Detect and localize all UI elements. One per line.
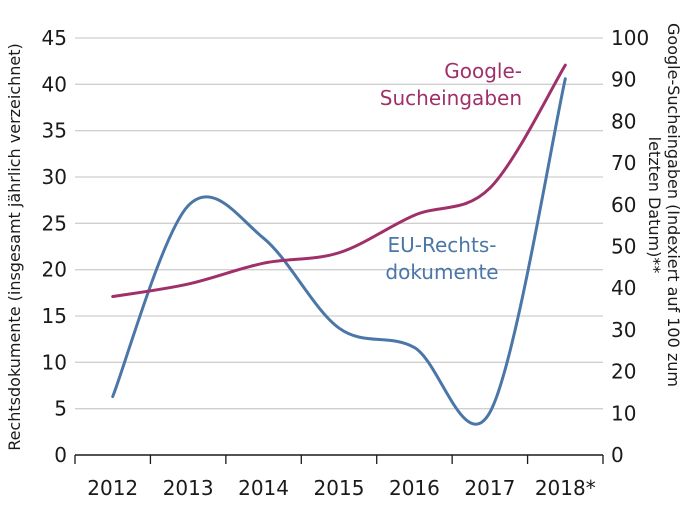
y-right-tick-label: 60 [611,193,636,217]
series-label-google: Google-Sucheingaben [380,59,522,110]
x-tick-label: 2014 [238,476,289,500]
x-tick-label: 2012 [87,476,138,500]
series-labels: EU-Rechts-dokumente Google-Sucheingaben [380,59,522,284]
y-left-tick-label: 45 [42,26,67,50]
y-left-tick-label: 15 [42,304,67,328]
y-axis-right: 0 10 20 30 40 50 60 70 80 90 100 [611,26,649,467]
y-right-tick-label: 100 [611,26,649,50]
y-axis-right-title: Google-Sucheingaben (Indexiert auf 100 z… [645,23,683,387]
y-axis-left: 0 5 10 15 20 25 30 35 40 45 [42,26,67,467]
y-right-tick-label: 10 [611,401,636,425]
y-left-tick-label: 10 [42,350,67,374]
x-tick-label: 2016 [389,476,440,500]
series-line-google [111,63,567,299]
y-right-tick-label: 50 [611,235,636,259]
y-left-tick-label: 5 [54,397,67,421]
y-axis-left-title: Rechtsdokumente (insgesamt jährlich verz… [5,43,24,451]
series-label-eu: EU-Rechts-dokumente [385,233,498,284]
y-left-tick-label: 40 [42,72,67,96]
grid-lines [75,37,603,410]
y-right-tick-label: 30 [611,318,636,342]
x-tick-label: 2018* [535,476,596,500]
y-left-tick-label: 35 [42,119,67,143]
x-axis: 2012 2013 2014 2015 2016 2017 2018* [74,454,604,500]
y-right-tick-label: 0 [611,443,624,467]
y-right-tick-label: 80 [611,109,636,133]
y-right-tick-label: 20 [611,360,636,384]
series-line-eu [111,77,567,426]
y-right-tick-label: 40 [611,276,636,300]
x-tick-label: 2017 [464,476,515,500]
y-left-tick-label: 30 [42,165,67,189]
y-left-tick-label: 25 [42,211,67,235]
x-tick-label: 2015 [314,476,365,500]
x-tick-label: 2013 [163,476,214,500]
y-right-tick-label: 90 [611,68,636,92]
series-group [111,63,567,426]
y-right-tick-label: 70 [611,151,636,175]
y-left-tick-label: 20 [42,258,67,282]
y-left-tick-label: 0 [54,443,67,467]
